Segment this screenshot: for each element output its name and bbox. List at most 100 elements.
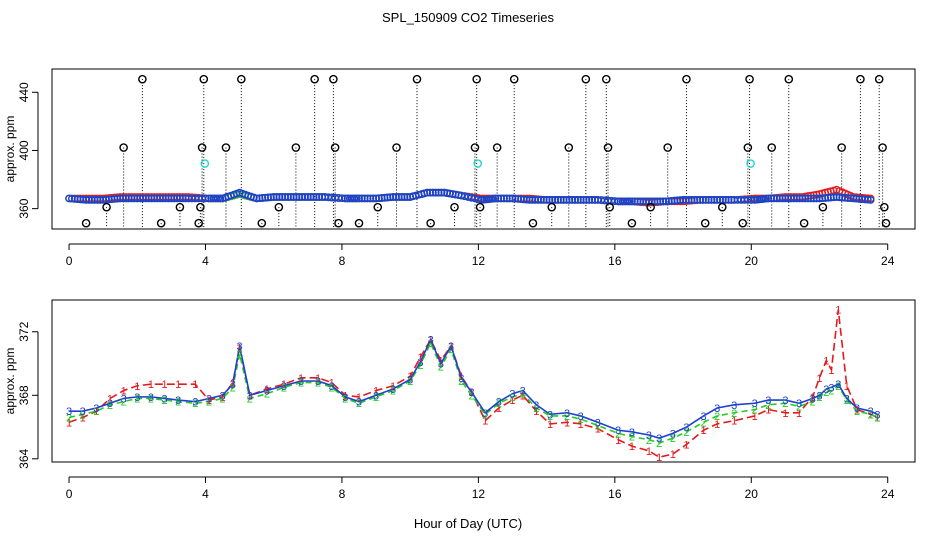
series-point bbox=[82, 196, 90, 204]
series-point bbox=[383, 193, 392, 202]
x-tick-label: 0 bbox=[66, 254, 73, 268]
series-point bbox=[798, 194, 807, 203]
series-symbol-1: 1 bbox=[670, 449, 676, 461]
series-point bbox=[375, 194, 383, 203]
outlier-point bbox=[334, 218, 343, 228]
y-tick-label: 440 bbox=[17, 82, 31, 102]
x-tick-label: 12 bbox=[472, 487, 486, 501]
series-symbol-3: 3 bbox=[264, 386, 270, 398]
outlier-point bbox=[700, 218, 710, 228]
series-point bbox=[716, 196, 724, 204]
series-symbol-1: 1 bbox=[206, 395, 212, 407]
series-symbol-3: 3 bbox=[107, 398, 113, 410]
series-symbol-1: 1 bbox=[80, 413, 86, 425]
outlier-point bbox=[221, 143, 231, 152]
series-point bbox=[790, 194, 798, 203]
series-symbol-3: 3 bbox=[237, 341, 243, 353]
plot-frame bbox=[51, 299, 916, 463]
series-symbol-1: 1 bbox=[874, 413, 880, 425]
series-point bbox=[704, 196, 713, 204]
series-point bbox=[369, 194, 378, 203]
series-point bbox=[690, 196, 699, 204]
series-point bbox=[161, 194, 170, 203]
outlier-point bbox=[880, 202, 889, 212]
series-point bbox=[554, 196, 562, 204]
reference-point bbox=[473, 159, 483, 168]
outlier-point bbox=[472, 74, 481, 84]
series-point bbox=[821, 194, 830, 202]
series-symbol-1: 1 bbox=[615, 435, 621, 447]
series-symbol-3: 3 bbox=[752, 398, 758, 410]
series-point bbox=[306, 193, 315, 201]
series-symbol-3: 3 bbox=[520, 386, 526, 398]
series-symbol-2: 2 bbox=[428, 338, 434, 350]
series-symbol-3: 3 bbox=[390, 384, 396, 396]
series-point bbox=[464, 193, 473, 201]
series-point bbox=[176, 194, 184, 203]
series-point bbox=[144, 194, 153, 203]
series-symbol-3: 3 bbox=[765, 395, 771, 407]
series-point bbox=[107, 195, 116, 204]
series-symbol-2: 2 bbox=[828, 386, 834, 398]
series-point bbox=[216, 194, 225, 203]
series-symbol-3: 3 bbox=[844, 393, 850, 405]
series-symbol-3: 3 bbox=[564, 408, 570, 420]
series-symbol-3: 3 bbox=[281, 381, 287, 393]
series-point bbox=[623, 197, 632, 206]
series-point bbox=[525, 196, 534, 204]
series-point bbox=[467, 193, 476, 202]
series-point bbox=[542, 196, 551, 204]
series-symbol-1: 1 bbox=[107, 393, 113, 405]
outlier-point bbox=[291, 143, 301, 152]
series-symbol-2: 2 bbox=[595, 420, 601, 432]
series-symbol-3: 3 bbox=[121, 393, 127, 405]
series-symbol-2: 2 bbox=[281, 382, 287, 394]
series-point bbox=[574, 196, 582, 204]
series-point bbox=[625, 197, 634, 206]
series-point bbox=[670, 196, 679, 205]
series-symbol-3: 3 bbox=[646, 430, 652, 442]
series-symbol-3: 3 bbox=[731, 400, 737, 412]
series-point bbox=[286, 193, 295, 201]
series-point bbox=[829, 193, 838, 202]
y-tick-label: 360 bbox=[17, 198, 31, 218]
series-point bbox=[539, 196, 548, 204]
x-tick-label: 4 bbox=[202, 487, 209, 501]
series-symbol-2: 2 bbox=[496, 398, 502, 410]
series-point bbox=[437, 188, 446, 197]
series-symbol-1: 1 bbox=[356, 392, 362, 404]
outlier-point bbox=[799, 218, 809, 228]
series-point bbox=[167, 194, 176, 203]
y-tick-label: 400 bbox=[17, 140, 31, 160]
series-point bbox=[514, 195, 523, 203]
outlier-point bbox=[199, 74, 209, 84]
reference-point bbox=[746, 159, 755, 168]
series-point bbox=[537, 196, 545, 204]
outlier-point bbox=[601, 74, 611, 84]
series-point bbox=[380, 193, 389, 202]
series-symbol-2: 2 bbox=[148, 393, 154, 405]
series-point bbox=[275, 193, 284, 201]
series-symbol-3: 3 bbox=[683, 422, 689, 434]
series-point bbox=[849, 194, 858, 203]
series-symbol-2: 2 bbox=[237, 349, 243, 361]
series-point bbox=[73, 195, 82, 204]
series-point bbox=[809, 194, 818, 203]
series-point bbox=[102, 195, 110, 204]
series-point bbox=[431, 188, 440, 197]
series-point bbox=[673, 196, 682, 205]
series-point bbox=[170, 194, 179, 203]
series-symbol-2: 2 bbox=[629, 432, 635, 444]
series-symbol-2: 2 bbox=[448, 344, 454, 356]
series-symbol-1: 1 bbox=[816, 373, 822, 385]
series-symbol-1: 1 bbox=[247, 390, 253, 402]
outlier-point bbox=[194, 218, 203, 228]
outlier-point bbox=[237, 74, 246, 84]
series-symbol-1: 1 bbox=[496, 403, 502, 415]
series-point bbox=[522, 195, 531, 204]
series-point bbox=[764, 194, 773, 203]
x-axis-title: Hour of Day (UTC) bbox=[414, 516, 522, 531]
series-point bbox=[153, 194, 162, 203]
series-symbol-1: 1 bbox=[219, 392, 225, 404]
series-point bbox=[312, 193, 321, 201]
